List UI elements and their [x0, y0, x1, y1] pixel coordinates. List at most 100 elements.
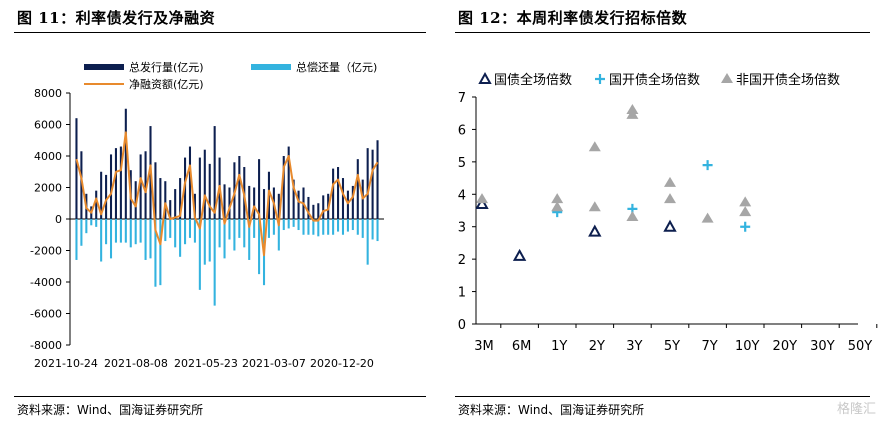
issue-bar — [139, 154, 142, 219]
repay-bar — [376, 219, 379, 242]
issue-bar — [307, 196, 310, 219]
repay-bar — [223, 219, 226, 259]
left-y-tick-label: -8000 — [30, 339, 62, 352]
legend-swatch-0 — [84, 64, 124, 70]
repay-bar — [282, 219, 285, 231]
legend-marker-2 — [721, 73, 733, 83]
scatter-point-2 — [739, 206, 752, 217]
scatter-point-2 — [476, 193, 488, 204]
repay-bar — [317, 219, 320, 237]
repay-bar — [139, 219, 142, 243]
issue-bar — [75, 118, 78, 219]
net-financing-line — [75, 131, 379, 257]
issue-bar — [105, 174, 108, 219]
right-x-tick-label: 50Y — [848, 339, 873, 354]
issue-bar — [238, 156, 241, 219]
issue-bar — [114, 148, 117, 219]
repay-bar — [258, 219, 261, 275]
issue-bar — [366, 148, 369, 219]
repay-bar — [174, 219, 177, 248]
right-x-tick-label: 1Y — [551, 339, 567, 354]
left-chart-source: 资料来源：Wind、国海证券研究所 — [17, 403, 204, 417]
left-y-tick-label: -4000 — [30, 276, 62, 289]
issue-bar — [188, 146, 192, 219]
right-y-tick-label: 5 — [458, 156, 466, 171]
right-title-rule — [455, 32, 870, 33]
right-y-tick-label: 4 — [458, 188, 466, 203]
repay-bar — [105, 219, 108, 245]
left-title-rule — [14, 32, 426, 33]
issue-bar — [346, 190, 349, 219]
scatter-point-2 — [626, 210, 639, 221]
repay-bar — [228, 219, 231, 240]
issue-bar — [258, 159, 261, 219]
issue-bar — [80, 151, 83, 219]
issue-bar — [100, 171, 103, 219]
left-y-tick-label: 4000 — [34, 150, 62, 163]
right-x-tick-label: 3Y — [626, 339, 642, 354]
repay-bar — [366, 219, 369, 265]
issue-bar — [322, 195, 325, 219]
repay-bar — [312, 219, 315, 235]
repay-bar — [356, 219, 359, 235]
repay-bar — [267, 219, 270, 238]
repay-bar — [95, 219, 98, 227]
issue-bar — [332, 168, 335, 219]
issue-bar — [356, 159, 359, 219]
scatter-point-2 — [664, 176, 676, 187]
right-y-tick-label: 2 — [458, 253, 466, 268]
right-x-tick-label: 3M — [474, 339, 494, 354]
repay-bar — [188, 219, 192, 238]
scatter-point-2 — [588, 141, 601, 152]
repay-bar — [233, 219, 236, 251]
repay-bar — [119, 219, 122, 243]
legend-marker-1 — [595, 74, 605, 84]
repay-bar — [292, 219, 295, 227]
issue-bar — [144, 151, 147, 219]
left-y-tick-label: 6000 — [34, 119, 62, 132]
repay-bar — [134, 219, 137, 245]
issue-bar — [341, 178, 345, 219]
repay-bar — [371, 219, 374, 240]
repay-bar — [287, 219, 290, 229]
repay-bar — [184, 219, 187, 245]
right-scatter-chart: 国债全场倍数 国开债全场倍数 非国开债全场倍数 0 1 2 3 4 5 6 7 3M 6M 1Y 2Y 3Y… — [458, 71, 878, 354]
repay-bar — [272, 219, 275, 235]
scatter-point-2 — [588, 201, 601, 212]
issue-bar — [297, 190, 300, 219]
issue-bar — [371, 149, 374, 219]
left-y-tick-label: -6000 — [30, 308, 62, 321]
issue-bar — [287, 146, 290, 219]
issue-bar — [282, 156, 285, 219]
left-x-tick-label: 2020-12-20 — [310, 357, 374, 370]
issue-bar — [174, 189, 177, 219]
issue-bar — [169, 200, 172, 219]
legend-label-0: 总发行量(亿元) — [129, 60, 204, 74]
left-x-tick-label: 2021-03-07 — [242, 357, 306, 370]
repay-bar — [208, 219, 211, 262]
repay-bar — [164, 219, 167, 242]
left-y-tick-label: 2000 — [34, 182, 62, 195]
issue-bar — [248, 185, 251, 219]
left-x-tick-label: 2021-08-08 — [104, 357, 168, 370]
left-chart-title: 图 11：利率债发行及净融资 — [17, 9, 216, 27]
right-y-tick-label: 6 — [458, 123, 466, 138]
left-y-tick-label: 8000 — [34, 87, 62, 100]
left-chart-bars — [75, 108, 379, 306]
right-y-tick-label: 7 — [458, 91, 466, 106]
repay-bar — [154, 219, 157, 287]
repay-bar — [238, 219, 241, 238]
repay-bar — [248, 219, 251, 260]
repay-bar — [85, 219, 88, 234]
right-x-tick-label: 20Y — [773, 339, 798, 354]
issue-bar — [164, 181, 167, 219]
repay-bar — [129, 219, 132, 248]
repay-bar — [322, 219, 325, 235]
repay-bar — [90, 219, 93, 226]
issue-bar — [223, 184, 226, 219]
left-chart-y-axis: -8000 -6000 -4000 -2000 0 2000 4000 6000 8000 — [30, 87, 384, 352]
repay-bar — [193, 219, 196, 243]
left-chart-legend: 总发行量(亿元) 总偿还量（亿元) 净融资额(亿元) — [84, 60, 377, 91]
repay-bar — [302, 219, 305, 235]
repay-bar — [169, 219, 172, 238]
